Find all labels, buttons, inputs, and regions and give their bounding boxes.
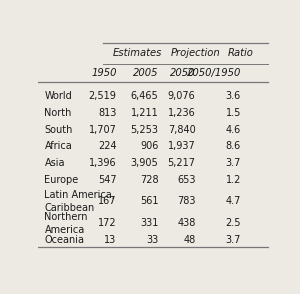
Text: 7,840: 7,840 xyxy=(168,125,196,135)
Text: 2,519: 2,519 xyxy=(89,91,117,101)
Text: 1.5: 1.5 xyxy=(226,108,241,118)
Text: 1950: 1950 xyxy=(91,68,117,78)
Text: Estimates: Estimates xyxy=(113,48,162,58)
Text: 438: 438 xyxy=(177,218,196,228)
Text: 813: 813 xyxy=(98,108,117,118)
Text: South: South xyxy=(44,125,73,135)
Text: Ratio: Ratio xyxy=(228,48,254,58)
Text: 1,211: 1,211 xyxy=(131,108,158,118)
Text: 3.6: 3.6 xyxy=(226,91,241,101)
Text: 2005: 2005 xyxy=(133,68,158,78)
Text: 653: 653 xyxy=(177,175,196,185)
Text: 13: 13 xyxy=(104,235,117,245)
Text: North: North xyxy=(44,108,72,118)
Text: 172: 172 xyxy=(98,218,117,228)
Text: 224: 224 xyxy=(98,141,117,151)
Text: 3.7: 3.7 xyxy=(226,235,241,245)
Text: 5,253: 5,253 xyxy=(130,125,158,135)
Text: Asia: Asia xyxy=(44,158,65,168)
Text: World: World xyxy=(44,91,72,101)
Text: 1,396: 1,396 xyxy=(89,158,117,168)
Text: 783: 783 xyxy=(177,196,196,206)
Text: 33: 33 xyxy=(146,235,158,245)
Text: Oceania: Oceania xyxy=(44,235,85,245)
Text: Northern
America: Northern America xyxy=(44,212,88,235)
Text: Latin America,
Caribbean: Latin America, Caribbean xyxy=(44,190,115,213)
Text: 2050: 2050 xyxy=(170,68,196,78)
Text: 167: 167 xyxy=(98,196,117,206)
Text: 547: 547 xyxy=(98,175,117,185)
Text: 1,236: 1,236 xyxy=(168,108,196,118)
Text: Projection: Projection xyxy=(171,48,220,58)
Text: 906: 906 xyxy=(140,141,158,151)
Text: 48: 48 xyxy=(183,235,196,245)
Text: 1,707: 1,707 xyxy=(89,125,117,135)
Text: 9,076: 9,076 xyxy=(168,91,196,101)
Text: 4.7: 4.7 xyxy=(226,196,241,206)
Text: 331: 331 xyxy=(140,218,158,228)
Text: 2.5: 2.5 xyxy=(225,218,241,228)
Text: 2050/1950: 2050/1950 xyxy=(187,68,241,78)
Text: 561: 561 xyxy=(140,196,158,206)
Text: 4.6: 4.6 xyxy=(226,125,241,135)
Text: 8.6: 8.6 xyxy=(226,141,241,151)
Text: 728: 728 xyxy=(140,175,158,185)
Text: 1,937: 1,937 xyxy=(168,141,196,151)
Text: Africa: Africa xyxy=(44,141,72,151)
Text: 5,217: 5,217 xyxy=(168,158,196,168)
Text: 1.2: 1.2 xyxy=(226,175,241,185)
Text: 3,905: 3,905 xyxy=(131,158,158,168)
Text: 3.7: 3.7 xyxy=(226,158,241,168)
Text: Europe: Europe xyxy=(44,175,79,185)
Text: 6,465: 6,465 xyxy=(131,91,158,101)
